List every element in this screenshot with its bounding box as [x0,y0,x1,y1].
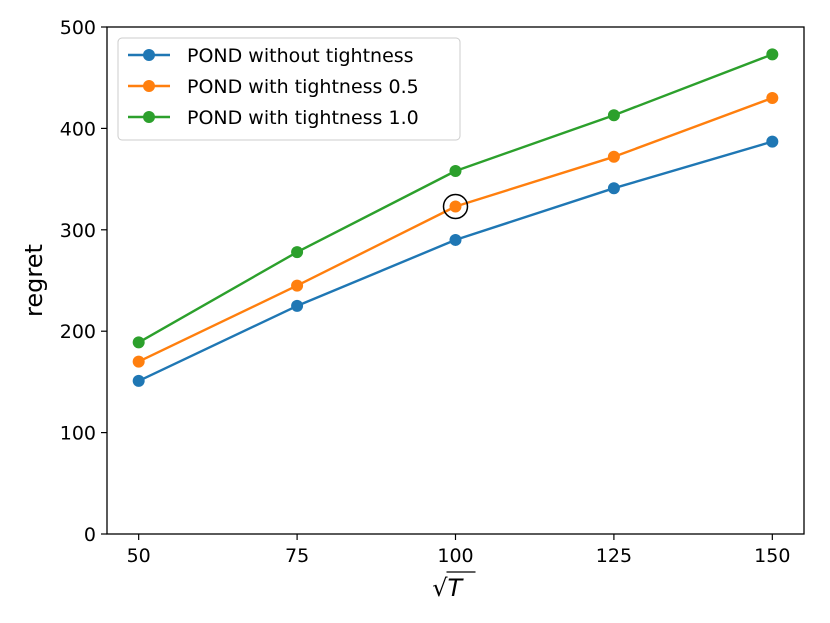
series-1 [132,135,779,387]
legend-label: POND without tightness [187,45,414,67]
y-tick-label: 300 [60,220,96,242]
data-point [607,182,620,195]
legend-label: POND with tightness 1.0 [187,107,419,129]
y-tick-label: 400 [60,118,96,140]
data-point [132,374,145,387]
series-3 [132,48,779,349]
legend-item: POND with tightness 0.5 [128,76,419,98]
y-tick-label: 100 [60,423,96,445]
y-axis-label: regret [20,244,48,317]
data-point [607,109,620,122]
data-point [291,246,304,259]
legend-swatch-marker [143,49,155,61]
y-axis: 0 100 200 300 400 500 [60,17,107,546]
highlight-circle [442,193,469,220]
x-tick-label: 50 [127,545,151,567]
x-tick-label: 150 [754,545,790,567]
series-line [138,140,773,382]
series-2 [132,91,779,368]
legend-item: POND without tightness [128,45,414,67]
x-axis-label: √ T [432,571,476,602]
x-tick-label: 75 [285,545,309,567]
data-point [766,91,779,104]
data-point [291,279,304,292]
data-point [132,355,145,368]
legend: POND without tightness POND with tightnes… [117,37,461,141]
legend-item: POND with tightness 1.0 [128,107,419,129]
data-point [291,299,304,312]
legend-swatch-marker [143,111,155,123]
x-axis-label-variable: T [448,574,465,602]
y-tick-label: 0 [84,524,96,546]
y-tick-label: 200 [60,321,96,343]
data-point [449,233,462,246]
x-tick-label: 125 [596,545,632,567]
legend-box [117,37,461,141]
legend-label: POND with tightness 0.5 [187,76,419,98]
x-axis-label-sqrt-symbol: √ [432,574,448,602]
legend-swatch-marker [143,80,155,92]
y-tick-label: 500 [60,17,96,39]
data-point [132,336,145,349]
data-point [766,135,779,148]
series-layer [132,48,779,387]
data-point [766,48,779,61]
data-point [607,150,620,163]
data-point [449,164,462,177]
x-tick-label: 100 [437,545,473,567]
x-axis: 50 75 100 125 150 [127,534,790,567]
data-point [449,200,462,213]
